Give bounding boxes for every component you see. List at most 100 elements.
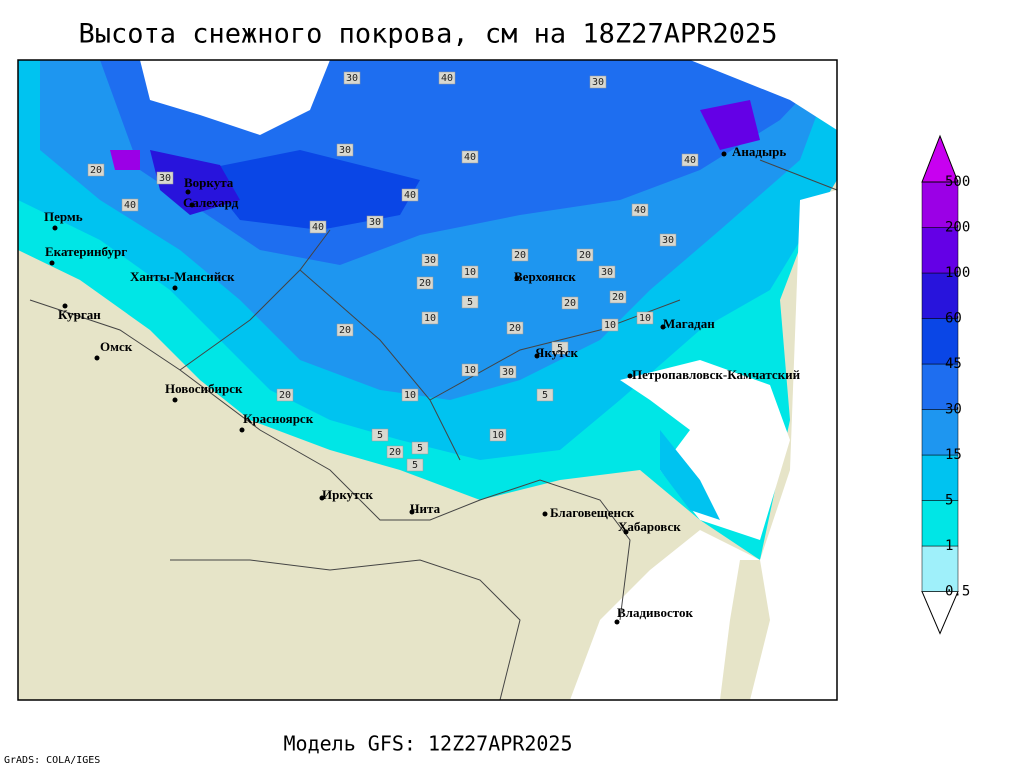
contour-label-box (659, 233, 677, 247)
sea (570, 190, 837, 700)
borders (29, 159, 838, 701)
contour-label-box (416, 276, 434, 290)
contour-label: 5 (412, 460, 418, 471)
contour-label-box (421, 311, 439, 325)
contour-label: 20 (389, 447, 401, 458)
credit: GrADS: COLA/IGES (4, 755, 100, 766)
title: Высота снежного покрова, см на 18Z27APR2… (79, 19, 778, 50)
city-dot (660, 324, 666, 330)
contour-label: 30 (424, 255, 436, 266)
colorbar-box (921, 181, 959, 228)
city-dot (62, 303, 68, 309)
contour-label-box (438, 71, 456, 85)
colorbar-box (921, 227, 959, 274)
land-patch (660, 430, 720, 520)
contour-label-box (276, 388, 294, 402)
contour-label: 10 (404, 390, 416, 401)
contour-label: 30 (662, 235, 674, 246)
sea (140, 60, 330, 135)
contour-label: 20 (90, 165, 102, 176)
colorbar-label: 100 (945, 265, 970, 281)
colorbar-label: 60 (945, 311, 962, 327)
contour-label-box (461, 265, 479, 279)
contour-label: 40 (124, 200, 136, 211)
city-label: Владивосток (617, 605, 693, 620)
contour-label: 10 (639, 313, 651, 324)
contour-label: 5 (377, 430, 383, 441)
map-frame (17, 59, 838, 701)
colorbar-box (921, 363, 959, 410)
city-label: Иркутск (322, 487, 373, 502)
city-label: Салехард (183, 195, 239, 210)
city-label: Чита (410, 501, 441, 516)
city-dot (172, 397, 178, 403)
contour-label-box (386, 445, 404, 459)
city-label: Екатеринбург (45, 244, 127, 259)
contour-label: 10 (424, 313, 436, 324)
contour-label: 5 (467, 297, 473, 308)
colorbar-label: 500 (945, 174, 970, 190)
city-dot (94, 355, 100, 361)
colorbar-box (921, 500, 959, 547)
city-label: Омск (100, 339, 133, 354)
contour-label-box (601, 318, 619, 332)
contour-label: 5 (557, 343, 563, 354)
colorbar-label: 200 (945, 220, 970, 236)
city-dot (239, 427, 245, 433)
contour-label-box (589, 75, 607, 89)
city-label: Верхоянск (514, 269, 576, 284)
snow-area (150, 150, 240, 215)
colorbar-box (921, 272, 959, 319)
contour-label-box (506, 321, 524, 335)
city-dot (534, 353, 540, 359)
city-label: Петропавловск-Камчатский (632, 367, 801, 382)
border (759, 159, 838, 191)
contour-label-box (406, 458, 424, 472)
contour-label: 20 (564, 298, 576, 309)
contour-label-box (401, 188, 419, 202)
land-patch (720, 560, 770, 700)
city-dot (49, 260, 55, 266)
colorbar-label: 0.5 (945, 584, 970, 600)
colorbar-label: 5 (945, 493, 953, 509)
city-label: Новосибирск (165, 381, 243, 396)
contour-label-box (121, 198, 139, 212)
city-dot (542, 511, 548, 517)
contour-label-box (609, 290, 627, 304)
contour-label: 10 (492, 430, 504, 441)
contour-label-box (309, 220, 327, 234)
contour-label-box (401, 388, 419, 402)
city-label: Благовещенск (550, 505, 635, 520)
city-dot (514, 275, 520, 281)
contour-label-box (336, 143, 354, 157)
contour-label-box (421, 253, 439, 267)
contour-label-box (551, 341, 569, 355)
contour-label-box (87, 163, 105, 177)
contour-label-box (499, 365, 517, 379)
city-dot (721, 151, 727, 157)
contour-label-box (461, 295, 479, 309)
city-dot (409, 509, 415, 515)
contour-label-box (336, 323, 354, 337)
city-label: Курган (58, 307, 101, 322)
contour-label: 20 (509, 323, 521, 334)
city-dot (614, 619, 620, 625)
city-dot (319, 495, 325, 501)
contour-label: 30 (346, 73, 358, 84)
city-label: Магадан (663, 316, 715, 331)
contour-label-box (461, 150, 479, 164)
contour-label: 20 (579, 250, 591, 261)
city-label: Анадырь (732, 144, 786, 159)
contour-label-box (371, 428, 389, 442)
contour-label: 40 (684, 155, 696, 166)
contour-label: 20 (514, 250, 526, 261)
city-dot (172, 285, 178, 291)
contour-label-box (489, 428, 507, 442)
city-dot (185, 189, 191, 195)
city-label: Хабаровск (618, 519, 681, 534)
border (170, 559, 521, 701)
city-label: Красноярск (243, 411, 314, 426)
city-label: Пермь (44, 209, 83, 224)
contour-label: 30 (502, 367, 514, 378)
